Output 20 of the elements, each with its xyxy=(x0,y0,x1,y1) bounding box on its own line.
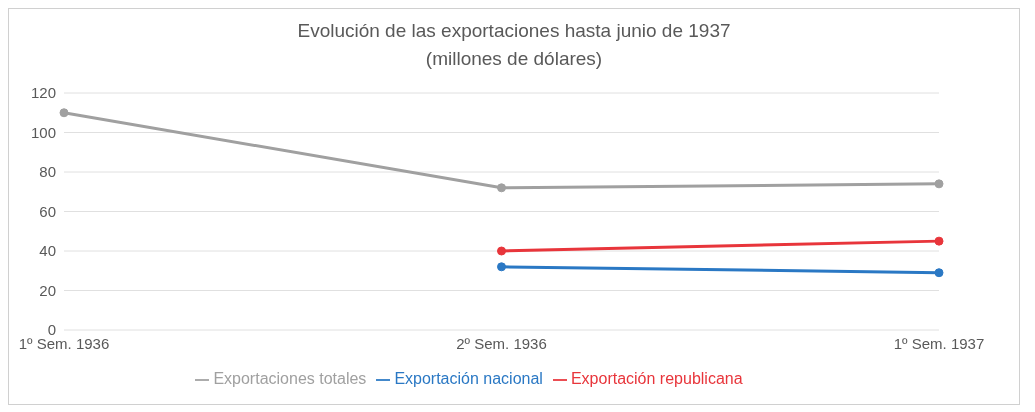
chart-title: Evolución de las exportaciones hasta junio de 1937 xyxy=(296,19,732,43)
point xyxy=(497,262,506,272)
legend-label: Exportación nacional xyxy=(394,370,543,387)
point xyxy=(497,183,506,193)
point xyxy=(934,236,944,246)
point xyxy=(59,108,69,118)
y-tick-label: 60 xyxy=(39,202,56,220)
y-tick-label: 100 xyxy=(30,123,56,141)
point xyxy=(934,268,944,278)
y-tick-label: 20 xyxy=(39,281,56,299)
y-tick-label: 120 xyxy=(30,84,56,102)
y-tick-label: 80 xyxy=(39,163,56,181)
chart-subtitle: (millones de dólares) xyxy=(424,47,604,71)
x-tick-label: 2º Sem. 1936 xyxy=(456,334,547,352)
y-tick-label: 40 xyxy=(39,242,56,260)
point xyxy=(934,179,944,189)
legend-label: Exportación republicana xyxy=(570,370,743,387)
x-tick-label: 1º Sem. 1937 xyxy=(893,334,985,352)
legend-label: Exportaciones totales xyxy=(213,370,367,387)
point xyxy=(497,246,506,256)
